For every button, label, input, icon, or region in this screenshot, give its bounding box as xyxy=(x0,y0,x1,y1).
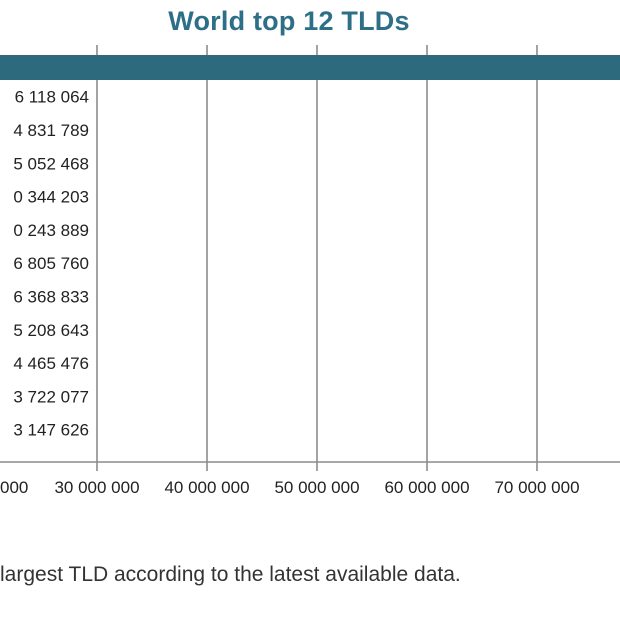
value-label: 6 805 760 xyxy=(13,254,89,273)
x-tick-label: 60 000 000 xyxy=(384,478,469,497)
gridlines xyxy=(96,45,538,471)
x-axis-ticks: 000 30 000 000 40 000 000 50 000 000 60 000 … xyxy=(0,478,580,497)
x-tick-label: 50 000 000 xyxy=(274,478,359,497)
x-tick-label: 70 000 000 xyxy=(494,478,579,497)
value-label: 5 052 468 xyxy=(13,154,89,173)
value-label: 6 368 833 xyxy=(13,287,89,306)
value-label: 0 344 203 xyxy=(13,188,89,207)
value-labels: 6 118 064 4 831 789 5 052 468 0 344 203 0 24… xyxy=(13,88,89,440)
x-tick-label: 30 000 000 xyxy=(54,478,139,497)
header-band xyxy=(0,55,620,80)
value-label: 4 831 789 xyxy=(13,121,89,140)
x-tick-label: 40 000 000 xyxy=(164,478,249,497)
value-label: 6 118 064 xyxy=(15,88,89,107)
value-label: 0 243 889 xyxy=(13,221,89,240)
chart-title: World top 12 TLDs xyxy=(168,6,410,36)
value-label: 5 208 643 xyxy=(13,321,89,340)
value-label: 4 465 476 xyxy=(13,354,89,373)
value-label: 3 147 626 xyxy=(13,421,89,440)
footnote: largest TLD according to the latest avai… xyxy=(0,563,461,586)
x-tick-label: 000 xyxy=(0,478,28,497)
value-label: 3 722 077 xyxy=(13,387,89,406)
bar-chart: 6 118 064 4 831 789 5 052 468 0 344 203 0 24… xyxy=(0,45,620,497)
